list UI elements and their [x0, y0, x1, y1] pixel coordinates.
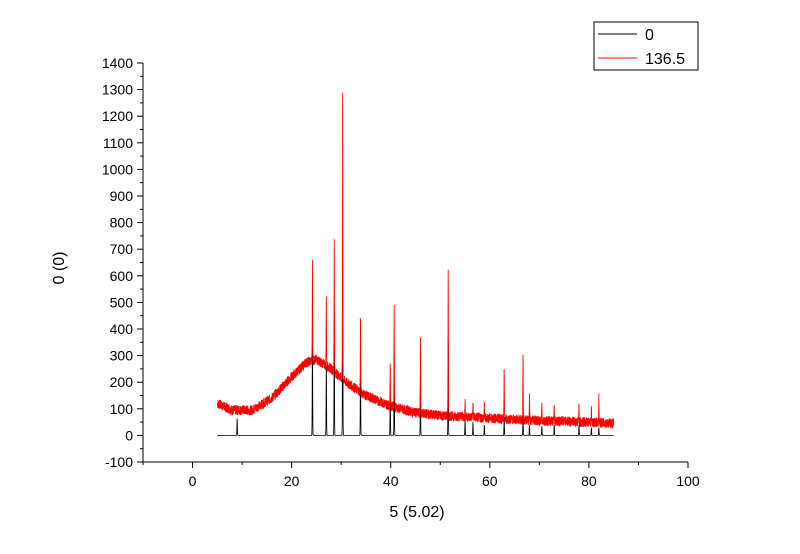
x-axis-label: 5 (5.02)	[389, 504, 444, 521]
series-line-0	[217, 269, 614, 436]
y-tick-label: 200	[110, 374, 134, 390]
y-tick-label: 300	[110, 348, 134, 364]
y-tick-label: 100	[110, 401, 134, 417]
x-tick-label: 40	[383, 473, 399, 489]
y-tick-label: 800	[110, 215, 134, 231]
x-tick-label: 100	[676, 473, 700, 489]
legend-label-series-1: 136.5	[645, 51, 685, 68]
series-line-1	[216, 92, 614, 429]
x-tick-label: 60	[482, 473, 498, 489]
x-tick-label: 20	[284, 473, 300, 489]
y-tick-label: -100	[105, 454, 133, 470]
y-tick-label: 1200	[102, 108, 133, 124]
y-tick-label: 1300	[102, 82, 133, 98]
y-tick-label: 1100	[103, 135, 133, 151]
legend-label-series-0: 0	[645, 27, 654, 44]
y-tick-label: 500	[110, 294, 134, 310]
axes-group: 0 20 40 60 80 100 -100 0 100 200 300 400 500 600 700 80…	[102, 55, 700, 489]
y-tick-label: 1400	[102, 55, 133, 71]
legend-box	[593, 21, 699, 71]
x-tick-label: 0	[189, 473, 197, 489]
y-tick-label: 900	[110, 188, 134, 204]
series-layer	[216, 92, 614, 436]
y-axis-label: 0 (0)	[51, 252, 68, 285]
y-tick-label: 600	[110, 268, 134, 284]
y-tick-label: 0	[125, 427, 133, 443]
y-tick-label: 400	[110, 321, 134, 337]
legend: 0 136.5	[593, 21, 699, 71]
y-tick-label: 700	[110, 241, 134, 257]
x-tick-label: 80	[581, 473, 597, 489]
y-tick-label: 1000	[102, 161, 133, 177]
